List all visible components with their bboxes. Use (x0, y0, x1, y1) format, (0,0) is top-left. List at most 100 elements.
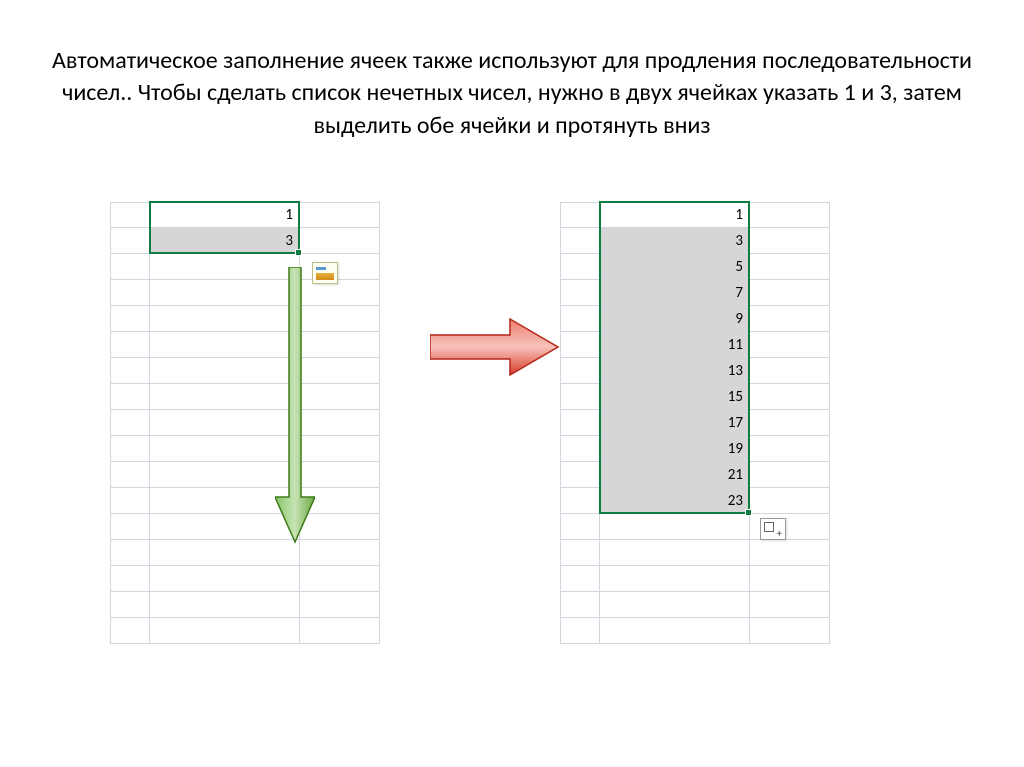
cell[interactable] (560, 410, 600, 436)
cell[interactable] (560, 228, 600, 254)
cell[interactable] (560, 488, 600, 514)
cell[interactable]: 11 (600, 332, 750, 358)
cell[interactable] (560, 436, 600, 462)
cell[interactable] (560, 254, 600, 280)
cell[interactable] (110, 592, 150, 618)
table-row: 19 (560, 436, 860, 462)
cell[interactable] (750, 566, 830, 592)
table-row (110, 540, 390, 566)
table-row (110, 514, 390, 540)
cell[interactable] (110, 358, 150, 384)
cell[interactable] (300, 202, 380, 228)
table-row (110, 592, 390, 618)
table-row (110, 358, 390, 384)
content-area: 13 1357911131517192123 (0, 172, 1024, 722)
table-row: 1 (560, 202, 860, 228)
cell[interactable]: 21 (600, 462, 750, 488)
cell[interactable] (560, 514, 600, 540)
cell[interactable] (560, 358, 600, 384)
table-row (110, 384, 390, 410)
cell[interactable] (150, 566, 300, 592)
cell[interactable] (110, 566, 150, 592)
table-row: 11 (560, 332, 860, 358)
cell[interactable] (600, 566, 750, 592)
cell[interactable] (750, 228, 830, 254)
cell[interactable]: 23 (600, 488, 750, 514)
cell[interactable] (560, 306, 600, 332)
table-row (110, 332, 390, 358)
cell[interactable] (110, 306, 150, 332)
cell[interactable] (300, 566, 380, 592)
cell[interactable]: 9 (600, 306, 750, 332)
table-row (110, 566, 390, 592)
cell[interactable] (750, 254, 830, 280)
cell[interactable] (750, 462, 830, 488)
cell[interactable] (560, 384, 600, 410)
autofill-options-icon[interactable] (312, 262, 338, 284)
cell[interactable]: 3 (600, 228, 750, 254)
cell[interactable] (110, 384, 150, 410)
cell[interactable] (750, 202, 830, 228)
cell[interactable] (560, 618, 600, 644)
cell[interactable]: 3 (150, 228, 300, 254)
cell[interactable] (750, 306, 830, 332)
cell[interactable] (600, 592, 750, 618)
cell[interactable] (560, 280, 600, 306)
cell[interactable] (560, 540, 600, 566)
cell[interactable] (110, 540, 150, 566)
table-row (560, 592, 860, 618)
cell[interactable] (750, 358, 830, 384)
cell[interactable] (560, 332, 600, 358)
cell[interactable] (750, 488, 830, 514)
cell[interactable]: 19 (600, 436, 750, 462)
cell[interactable] (110, 202, 150, 228)
cell[interactable] (750, 384, 830, 410)
cell[interactable] (560, 592, 600, 618)
cell[interactable] (750, 332, 830, 358)
cell[interactable] (560, 202, 600, 228)
table-row (110, 280, 390, 306)
cell[interactable]: 1 (150, 202, 300, 228)
table-row: 3 (560, 228, 860, 254)
cell[interactable] (300, 228, 380, 254)
cell[interactable] (110, 228, 150, 254)
cell[interactable] (110, 280, 150, 306)
cell[interactable]: 7 (600, 280, 750, 306)
cell[interactable] (150, 592, 300, 618)
cell[interactable] (110, 514, 150, 540)
cell[interactable] (600, 618, 750, 644)
spreadsheet-left: 13 (110, 202, 390, 644)
cell[interactable] (750, 618, 830, 644)
cell[interactable]: 15 (600, 384, 750, 410)
cell[interactable] (110, 436, 150, 462)
cell[interactable] (110, 618, 150, 644)
cell[interactable] (110, 462, 150, 488)
autofill-options-icon[interactable] (760, 518, 786, 540)
table-row: 17 (560, 410, 860, 436)
cell[interactable] (750, 280, 830, 306)
spreadsheet-right: 1357911131517192123 (560, 202, 860, 644)
cell[interactable] (600, 540, 750, 566)
cell[interactable] (750, 410, 830, 436)
cell[interactable]: 1 (600, 202, 750, 228)
cell[interactable] (110, 332, 150, 358)
cell[interactable] (750, 436, 830, 462)
cell[interactable]: 5 (600, 254, 750, 280)
table-row (110, 618, 390, 644)
cell[interactable]: 13 (600, 358, 750, 384)
table-row (110, 462, 390, 488)
cell[interactable] (600, 514, 750, 540)
cell[interactable] (750, 540, 830, 566)
cell[interactable] (150, 618, 300, 644)
table-row (110, 436, 390, 462)
cell[interactable] (110, 254, 150, 280)
cell[interactable] (750, 592, 830, 618)
cell[interactable] (110, 410, 150, 436)
table-row (110, 306, 390, 332)
cell[interactable] (560, 566, 600, 592)
cell[interactable] (300, 618, 380, 644)
cell[interactable]: 17 (600, 410, 750, 436)
cell[interactable] (110, 488, 150, 514)
cell[interactable] (560, 462, 600, 488)
cell[interactable] (300, 592, 380, 618)
